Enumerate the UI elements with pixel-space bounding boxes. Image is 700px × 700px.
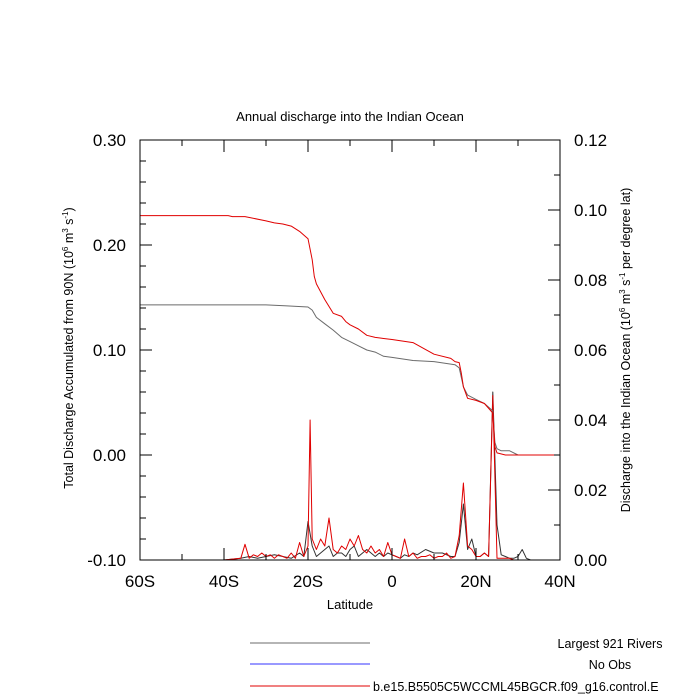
x-axis-label: Latitude (327, 597, 373, 612)
ticks-layer: 60S 40S 20S 0 20N 40N 0.30 0.20 0.10 0.00 -0.10 0.1… (87, 131, 607, 591)
y-axis-label-left: Total Discharge Accumulated from 90N (10… (61, 207, 76, 488)
x-tick-label: 40N (544, 572, 575, 591)
y-right-tick-label: 0.06 (574, 341, 607, 360)
x-tick-label: 20S (293, 572, 323, 591)
accumulated-line-largest-921-rivers (140, 304, 560, 456)
x-tick-label: 0 (387, 572, 396, 591)
y-left-tick-label: 0.00 (93, 446, 126, 465)
y-left-tick-label: -0.10 (87, 551, 126, 570)
y-right-tick-label: 0.12 (574, 131, 607, 150)
series-layer (140, 215, 560, 561)
plot-frame (139, 139, 561, 561)
legend: Largest 921 Rivers No Obs b.e15.B5505C5W… (250, 637, 662, 694)
y-right-tick-label: 0.10 (574, 201, 607, 220)
discharge-line-largest-921-rivers (140, 391, 560, 561)
x-tick-label: 60S (125, 572, 155, 591)
legend-label-control-run: b.e15.B5505C5WCCML45BGCR.f09_g16.control… (373, 680, 659, 694)
y-right-tick-label: 0.02 (574, 481, 607, 500)
x-tick-label: 40S (209, 572, 239, 591)
y-right-tick-label: 0.00 (574, 551, 607, 570)
y-axis-label-right: Discharge into the Indian Ocean (106 m3 … (618, 188, 633, 513)
y-left-tick-label: 0.30 (93, 131, 126, 150)
chart-title: Annual discharge into the Indian Ocean (236, 109, 464, 124)
y-left-tick-label: 0.10 (93, 341, 126, 360)
accumulated-line-b-e15-b5505c5wccml45bgcr-f09-g16-control-e (140, 215, 560, 456)
discharge-line-b-e15-b5505c5wccml45bgcr-f09-g16-control-e (140, 395, 560, 561)
y-right-tick-label: 0.04 (574, 411, 607, 430)
legend-label-largest-921-rivers: Largest 921 Rivers (558, 637, 663, 651)
y-right-tick-label: 0.08 (574, 271, 607, 290)
legend-label-no-obs: No Obs (589, 658, 631, 672)
y-left-tick-label: 0.20 (93, 236, 126, 255)
x-tick-label: 20N (460, 572, 491, 591)
